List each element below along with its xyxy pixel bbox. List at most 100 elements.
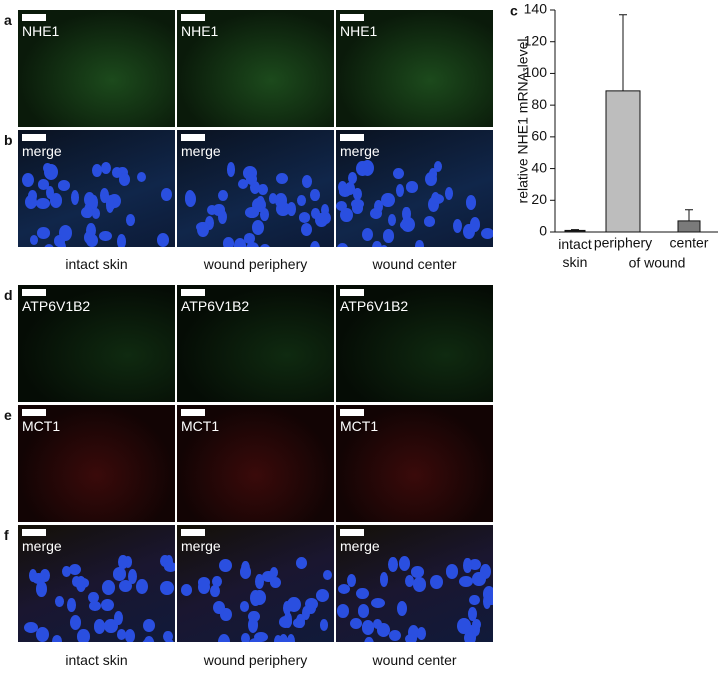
- nucleus: [295, 557, 307, 569]
- stain-label: ATP6V1B2: [22, 298, 91, 314]
- nucleus: [58, 225, 72, 241]
- nucleus: [381, 192, 395, 207]
- stain-label: merge: [22, 143, 62, 159]
- micrograph: ATP6V1B2: [336, 285, 493, 402]
- micrograph: merge: [18, 525, 175, 642]
- panel-label: a: [4, 12, 12, 28]
- nucleus: [69, 614, 82, 630]
- nucleus: [370, 208, 382, 219]
- nucleus: [361, 620, 375, 635]
- nucleus: [356, 161, 369, 177]
- nucleus: [270, 576, 282, 588]
- nucleus: [88, 600, 101, 612]
- nucleus: [445, 564, 459, 579]
- nucleus: [463, 223, 475, 240]
- stain-label: merge: [181, 143, 221, 159]
- panel-label: e: [4, 407, 12, 423]
- nucleus: [311, 208, 320, 220]
- nucleus: [286, 201, 297, 216]
- nucleus: [100, 188, 109, 203]
- nucleus: [77, 578, 90, 589]
- micrograph: NHE1: [336, 10, 493, 127]
- nucleus: [116, 166, 128, 178]
- nucleus: [351, 198, 365, 209]
- nucleus: [91, 207, 101, 220]
- nucleus: [444, 187, 453, 201]
- nucleus: [217, 636, 229, 642]
- nucleus: [35, 581, 47, 597]
- nucleus: [388, 629, 401, 642]
- nucleus: [127, 568, 137, 584]
- nucleus: [300, 223, 313, 237]
- nucleus: [237, 178, 249, 190]
- nucleus: [376, 623, 390, 637]
- nucleus: [387, 213, 397, 227]
- nucleus: [310, 189, 320, 201]
- bar: [564, 229, 586, 233]
- nucleus: [248, 616, 258, 633]
- scale-bar: [181, 529, 205, 536]
- nucleus: [380, 572, 389, 587]
- nucleus: [36, 197, 50, 209]
- nucleus: [348, 172, 358, 185]
- stain-label: MCT1: [340, 418, 379, 434]
- nucleus: [32, 573, 46, 584]
- nucleus: [269, 567, 279, 579]
- nucleus: [459, 575, 473, 587]
- nucleus: [425, 172, 438, 187]
- nucleus: [468, 606, 477, 622]
- stain-label: ATP6V1B2: [181, 298, 250, 314]
- nucleus: [340, 207, 353, 223]
- nucleus: [346, 573, 356, 587]
- nucleus: [27, 190, 37, 202]
- stain-label: merge: [340, 143, 380, 159]
- micrograph: ATP6V1B2: [18, 285, 175, 402]
- nucleus: [274, 193, 288, 208]
- nucleus: [374, 200, 383, 214]
- nucleus: [287, 596, 302, 613]
- nucleus: [163, 630, 173, 642]
- micrograph: ATP6V1B2: [177, 285, 334, 402]
- caption: wound periphery: [203, 652, 308, 668]
- nucleus: [407, 624, 420, 641]
- nucleus: [83, 192, 96, 208]
- nucleus: [204, 215, 214, 231]
- nucleus: [457, 617, 471, 634]
- nucleus: [85, 222, 96, 239]
- nucleus: [77, 629, 90, 642]
- nucleus: [404, 633, 417, 642]
- nucleus: [55, 596, 64, 607]
- scale-bar: [340, 409, 364, 416]
- nucleus: [241, 560, 251, 577]
- nucleus: [57, 180, 71, 191]
- nucleus: [469, 217, 480, 232]
- nucleus: [53, 235, 65, 247]
- nucleus: [124, 629, 136, 642]
- y-tick-label: 100: [524, 64, 548, 80]
- y-tick-label: 120: [524, 32, 548, 48]
- nucleus: [361, 227, 373, 242]
- scale-bar: [340, 14, 364, 21]
- nucleus: [344, 181, 356, 195]
- nucleus: [86, 234, 98, 247]
- nucleus: [257, 183, 268, 196]
- nucleus: [315, 589, 329, 602]
- nucleus: [364, 636, 374, 642]
- nucleus: [466, 195, 477, 210]
- nucleus: [116, 629, 126, 641]
- nucleus: [468, 559, 481, 571]
- nucleus: [161, 187, 172, 201]
- nucleus: [483, 594, 492, 610]
- nucleus: [388, 556, 398, 572]
- caption: wound periphery: [203, 256, 308, 272]
- nucleus: [400, 219, 413, 231]
- nucleus: [255, 573, 264, 590]
- x-tick-label: periphery: [594, 235, 652, 251]
- nucleus: [118, 173, 131, 187]
- nucleus: [245, 207, 259, 218]
- bar-chart: c relative NHE1 mRNA-level 0 20 40 60 80 100 1…: [510, 1, 718, 271]
- micrograph: MCT1: [336, 405, 493, 522]
- nucleus: [469, 594, 480, 606]
- scale-bar: [181, 14, 205, 21]
- nucleus: [239, 601, 249, 612]
